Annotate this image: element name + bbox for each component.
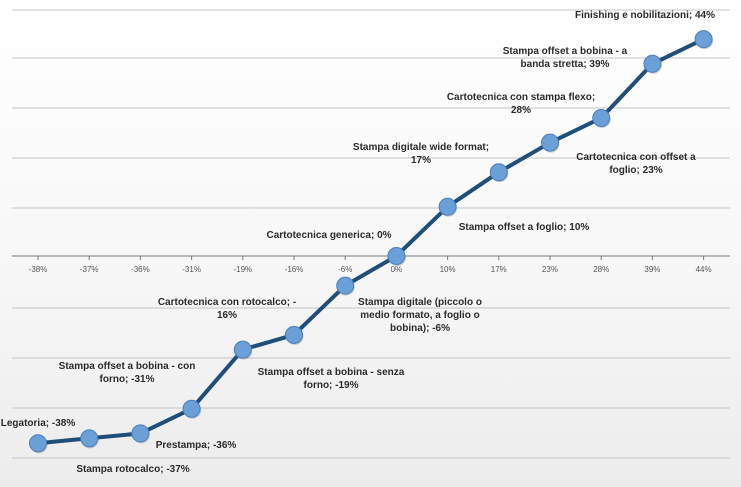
x-tick-label: -36% xyxy=(131,265,150,274)
series-line xyxy=(36,37,706,446)
x-tick-label: -6% xyxy=(338,265,352,274)
data-point xyxy=(80,429,99,448)
data-point xyxy=(182,399,201,418)
x-tick-label: -31% xyxy=(182,265,201,274)
x-tick-label: -37% xyxy=(80,265,99,274)
data-labels: Legatoria; -38% Stampa rotocalco; -37% Pre… xyxy=(1,10,715,475)
x-tick-label: 28% xyxy=(593,265,609,274)
data-point xyxy=(285,325,303,344)
data-point xyxy=(643,54,662,73)
data-point xyxy=(387,247,406,265)
data-label: Stampa offset a foglio; 10% xyxy=(459,222,590,233)
x-tick-label: 44% xyxy=(696,265,712,274)
data-point xyxy=(29,434,47,453)
data-point xyxy=(233,340,252,359)
data-label: Cartotecnica con rotocalco; -16% xyxy=(158,297,296,321)
data-label: Cartotecnica con stampa flexo; 28% xyxy=(447,92,595,116)
data-label: Stampa digitale wide format; 17% xyxy=(353,142,489,166)
x-tick-label: 10% xyxy=(440,265,456,274)
data-point xyxy=(489,163,508,182)
data-label: Stampa offset a bobina - senza forno; -19… xyxy=(258,367,405,391)
data-point xyxy=(541,133,559,152)
data-label: Legatoria; -38% xyxy=(1,418,76,429)
data-point xyxy=(438,197,457,216)
grid-lines xyxy=(12,9,730,459)
data-point xyxy=(592,109,611,128)
x-tick-label: 39% xyxy=(644,265,660,274)
x-tick-label: -16% xyxy=(285,265,304,274)
x-tick-label: 17% xyxy=(491,265,507,274)
data-label: Stampa offset a bobina - con forno; -31% xyxy=(59,361,196,385)
data-label: Cartotecnica generica; 0% xyxy=(266,230,391,241)
data-label: Finishing e nobilitazioni; 44% xyxy=(575,10,715,21)
x-tick-label: 0% xyxy=(391,265,403,274)
x-tick-label: -38% xyxy=(29,265,48,274)
data-point xyxy=(336,276,355,295)
data-point xyxy=(131,424,150,443)
x-tick-label: 23% xyxy=(542,265,558,274)
x-axis-tick-labels: -38% -37% -36% -31% -19% -16% -6% 0% 10% 17% 23% 28… xyxy=(29,265,712,274)
data-label: Stampa offset a bobina - a banda stretta;… xyxy=(503,46,628,70)
data-point xyxy=(694,30,713,49)
series-line-path xyxy=(36,37,706,446)
x-tick-label: -19% xyxy=(233,265,252,274)
data-markers xyxy=(29,30,714,454)
data-label: Cartotecnica con offset a foglio; 23% xyxy=(576,152,696,176)
data-label: Stampa digitale (piccolo o medio formato,… xyxy=(358,297,482,334)
data-label: Prestampa; -36% xyxy=(156,440,237,451)
x-axis xyxy=(12,255,730,260)
data-label: Stampa rotocalco; -37% xyxy=(76,464,189,475)
